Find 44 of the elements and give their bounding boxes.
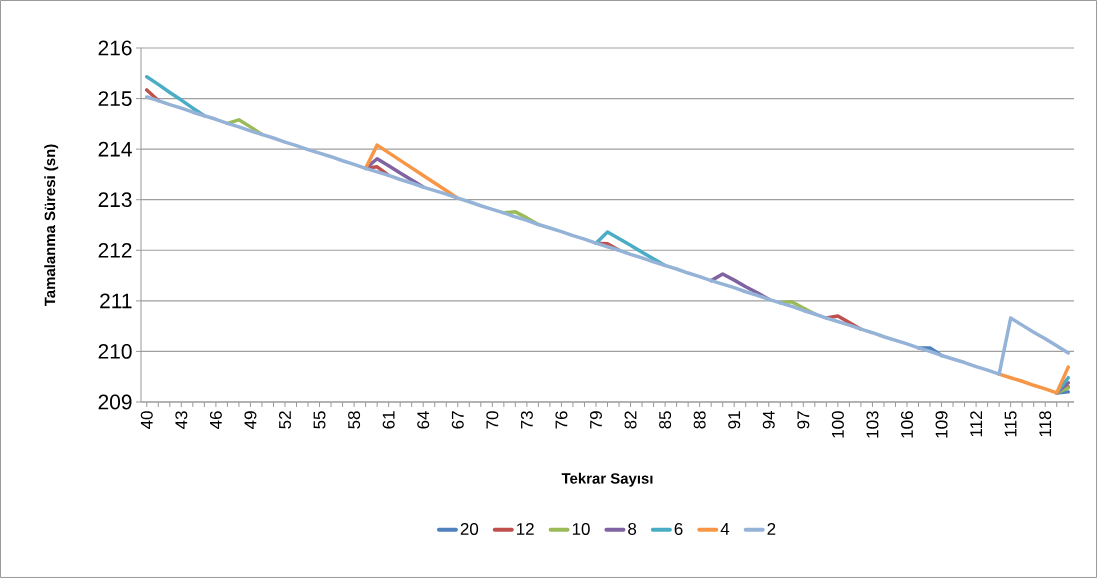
x-tick-label: 91 [728,411,741,429]
x-tick-label: 112 [970,411,983,437]
x-tick-label: 106 [900,411,913,438]
y-tick-label: 209 [98,394,132,410]
y-tick-label: 214 [98,141,132,157]
legend-label: 10 [572,522,590,535]
x-tick-label: 61 [382,411,395,429]
legend-label: 2 [767,522,776,535]
x-tick-label: 82 [624,411,637,429]
y-tick-label: 213 [98,192,132,208]
y-tick-label: 212 [98,242,132,258]
x-tick-label: 115 [1004,411,1017,437]
x-axis-title: Tekrar Sayısı [561,472,653,487]
x-tick-label: 46 [209,411,222,429]
x-tick-label: 103 [866,411,879,438]
x-tick-label: 100 [831,411,844,438]
x-tick-label: 94 [762,411,775,429]
legend-label: 4 [720,523,730,535]
x-tick-label: 73 [520,411,533,429]
x-tick-label: 97 [797,411,810,429]
x-tick-label: 88 [693,411,706,429]
legend-label: 12 [517,522,534,535]
x-tick-label: 109 [935,411,948,438]
y-tick-label: 210 [98,344,132,359]
y-tick-label: 211 [100,293,132,309]
x-tick-label: 52 [278,411,291,429]
x-tick-label: 40 [140,411,153,429]
x-tick-label: 43 [175,411,188,429]
x-tick-label: 67 [451,411,464,429]
y-tick-label: 215 [98,91,132,106]
x-tick-label: 70 [486,411,499,429]
x-tick-label: 64 [417,411,430,429]
x-tick-label: 58 [348,411,361,429]
x-tick-label: 118 [1039,411,1052,437]
y-axis-title: Tamalanma Süresi (sn) [44,144,59,307]
legend-label: 6 [674,522,683,535]
x-tick-label: 55 [313,411,326,429]
x-tick-label: 79 [589,411,602,429]
x-tick-label: 49 [244,411,257,429]
legend-label: 8 [628,522,637,535]
y-tick-label: 216 [98,40,132,56]
x-tick-label: 76 [555,411,568,429]
x-tick-label: 85 [659,411,672,429]
legend-label: 20 [460,522,479,535]
